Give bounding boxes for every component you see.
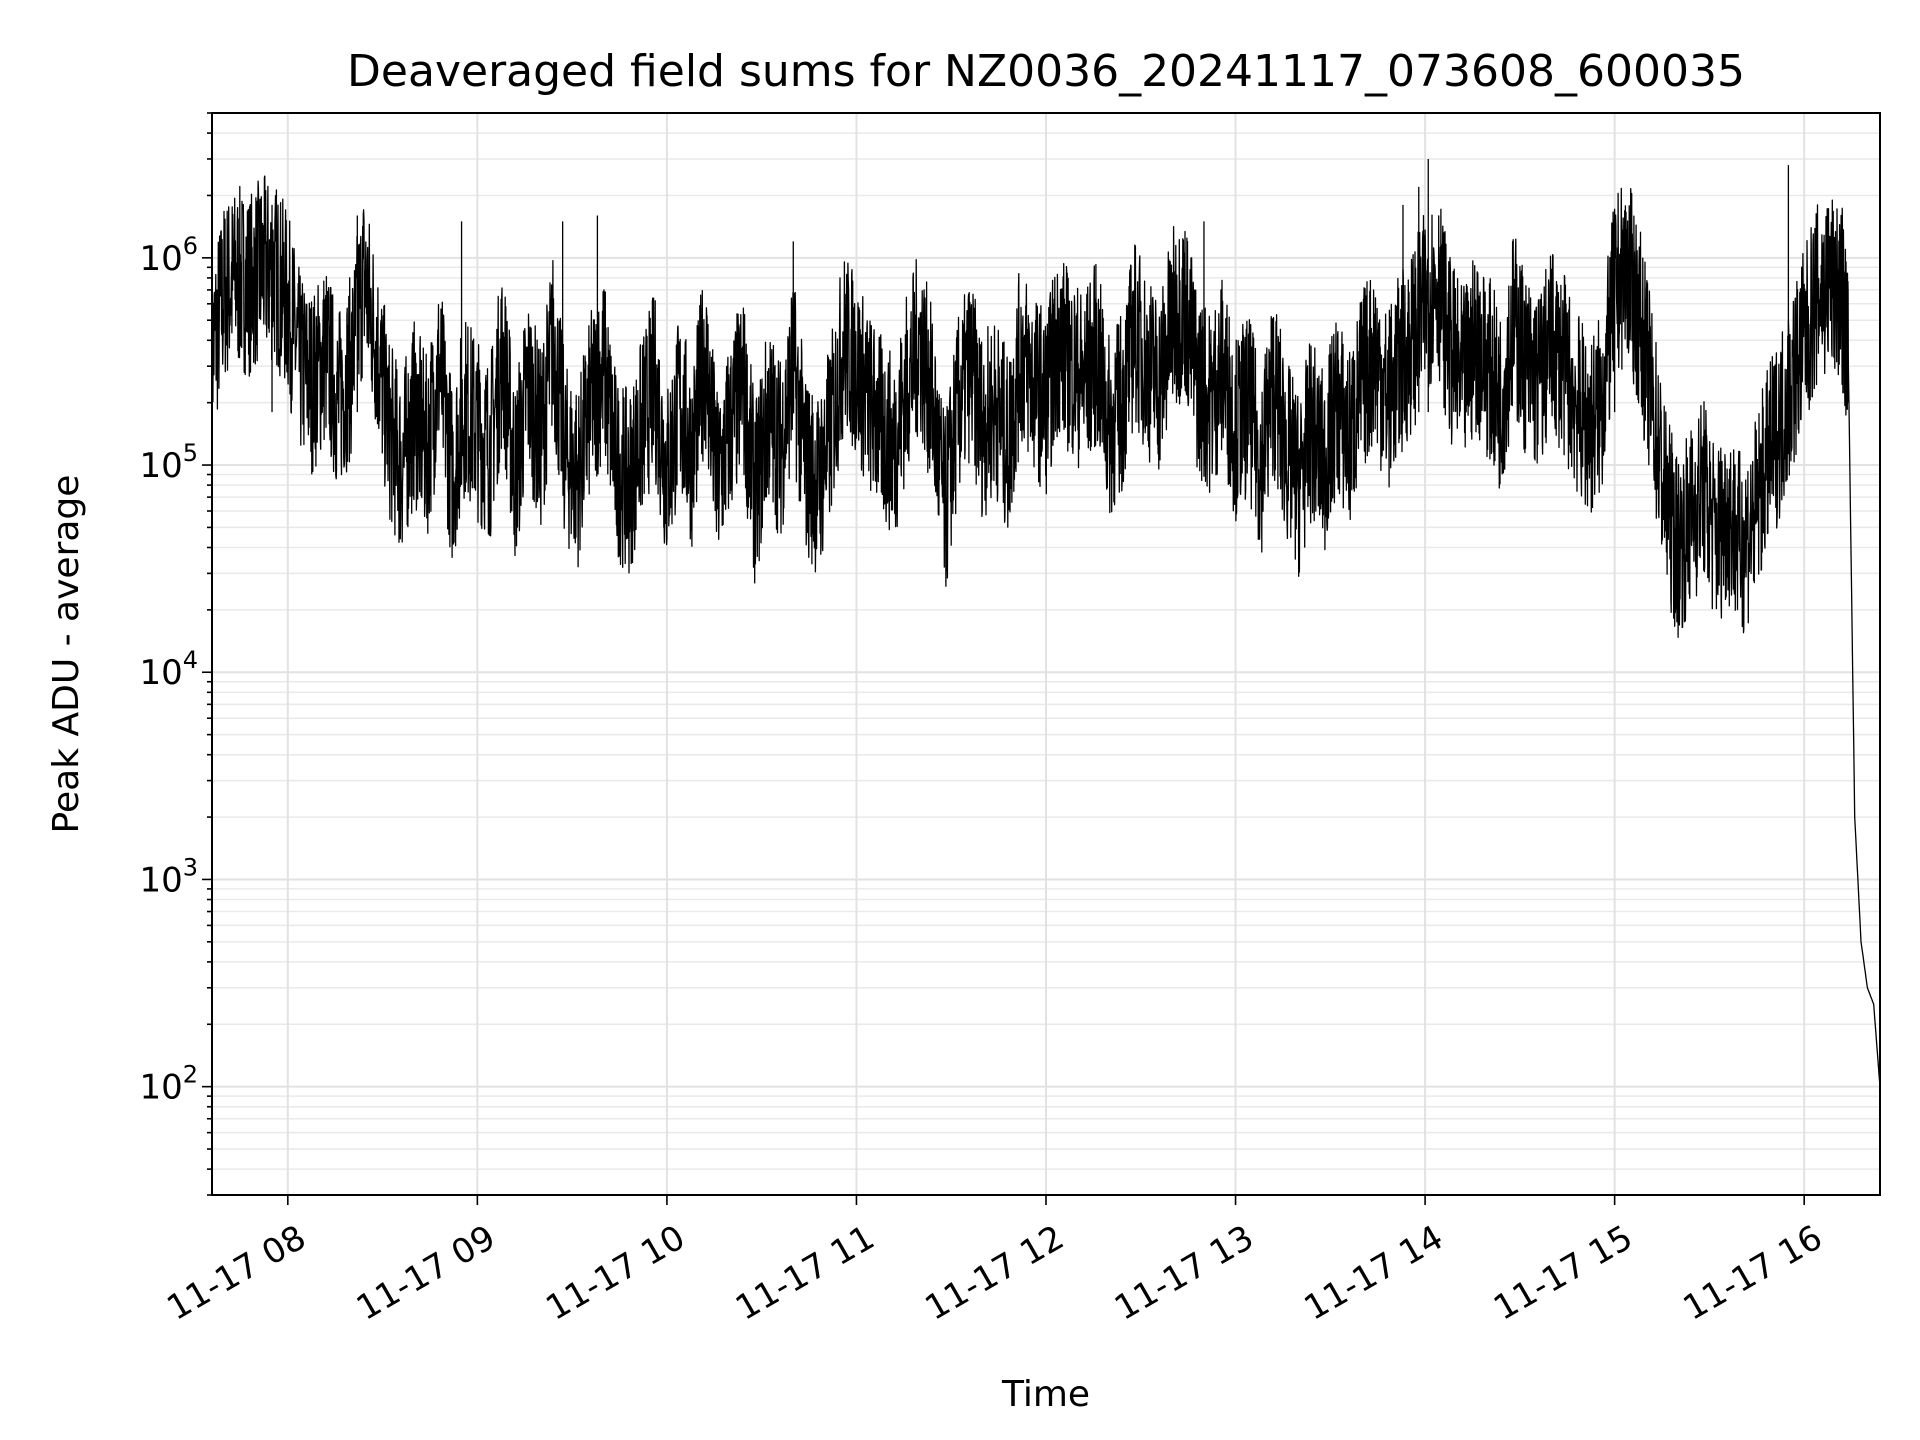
x-tick-label: 11-17 08 xyxy=(160,1218,312,1329)
x-axis-label: Time xyxy=(1001,1374,1090,1415)
y-tick-label: 105 xyxy=(139,439,198,486)
x-tick-label: 11-17 13 xyxy=(1108,1218,1260,1329)
x-tick-label: 11-17 11 xyxy=(729,1218,881,1329)
series-layer xyxy=(211,158,1881,1087)
y-tick-label: 103 xyxy=(139,853,198,900)
x-tick-label: 11-17 12 xyxy=(919,1218,1071,1329)
x-tick-label: 11-17 10 xyxy=(539,1218,691,1329)
y-tick-label: 104 xyxy=(139,646,198,693)
x-tick-label: 11-17 16 xyxy=(1677,1218,1829,1329)
x-tick-label: 11-17 09 xyxy=(350,1218,502,1329)
y-axis-label: Peak ADU - average xyxy=(46,475,87,834)
chart-title: Deaveraged field sums for NZ0036_2024111… xyxy=(347,46,1745,97)
y-tick-label: 102 xyxy=(139,1061,198,1108)
x-tick-label: 11-17 15 xyxy=(1487,1218,1639,1329)
y-tick-label: 106 xyxy=(139,232,198,279)
series-line xyxy=(211,175,1881,1087)
ticks: 102 103 104 105 106 11-17 08 11-17 09 11-17 10 1… xyxy=(139,112,1829,1329)
x-tick-label: 11-17 14 xyxy=(1298,1218,1450,1329)
